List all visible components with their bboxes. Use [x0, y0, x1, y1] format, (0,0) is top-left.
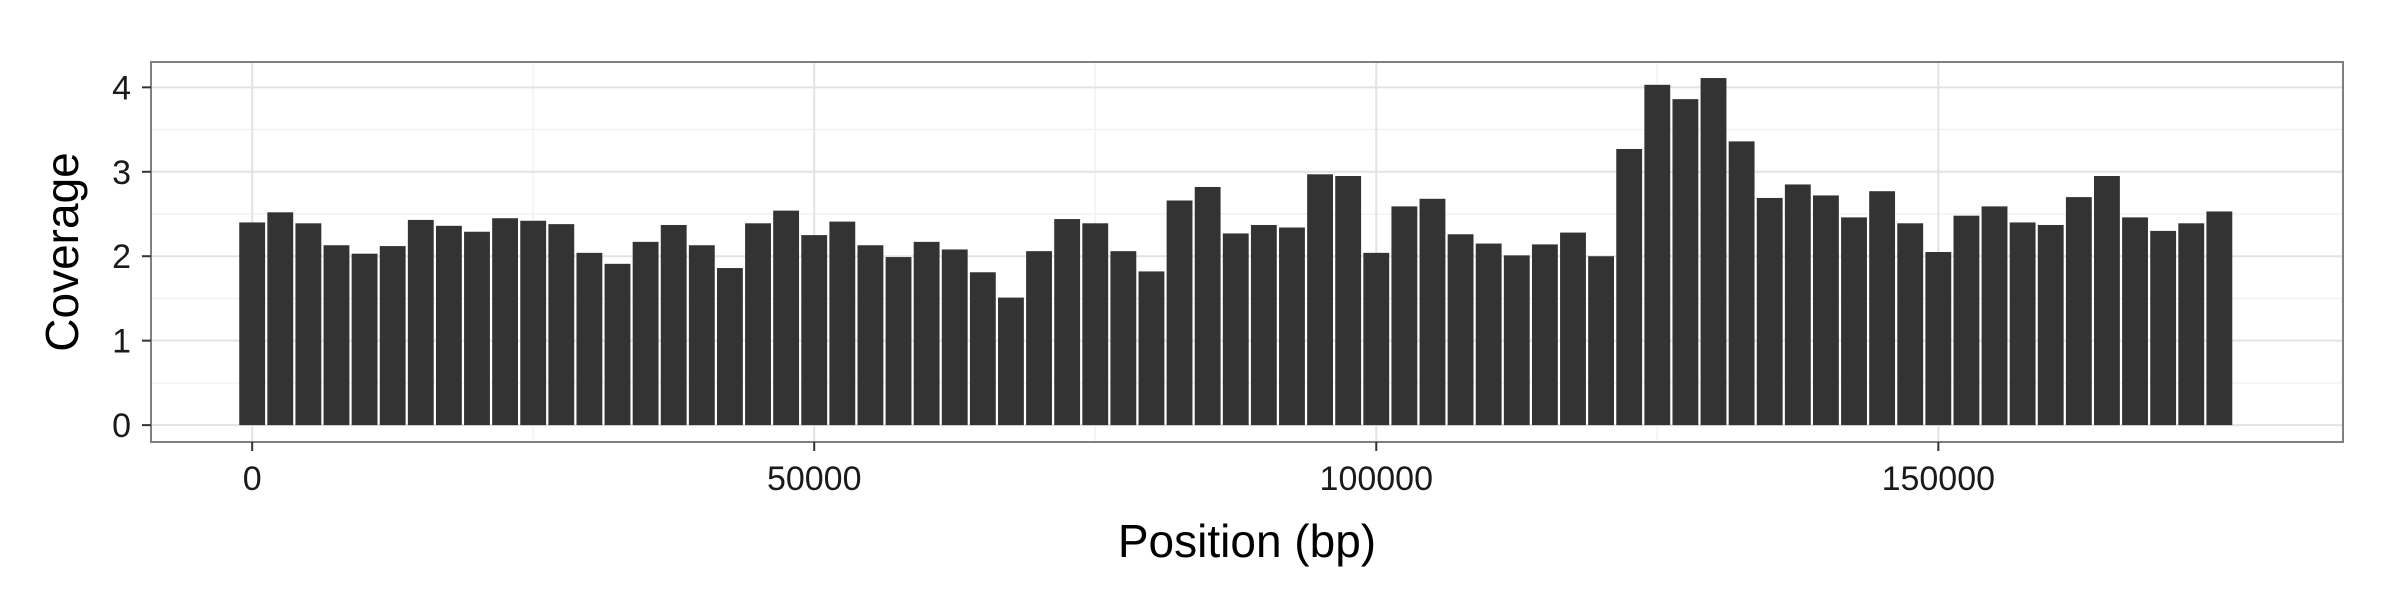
bar [323, 245, 350, 426]
bar [2009, 222, 2036, 426]
bar [1531, 244, 1558, 426]
bar [1560, 232, 1586, 426]
bar [576, 252, 603, 426]
bar [745, 223, 771, 426]
bar [1110, 251, 1137, 426]
bar [1953, 215, 1980, 426]
bar [2065, 197, 2092, 426]
bar [1981, 206, 2008, 426]
bar [1026, 251, 1052, 426]
bar [1250, 224, 1277, 426]
bar [1054, 219, 1081, 426]
bar [492, 218, 519, 426]
bar [857, 245, 884, 426]
bar [716, 268, 743, 426]
x-tick-label: 150000 [1882, 460, 1995, 498]
y-axis-title: Coverage [36, 152, 88, 351]
x-tick-label: 100000 [1320, 460, 1433, 498]
bar [1503, 255, 1530, 426]
bar [1869, 191, 1896, 426]
bar [801, 235, 828, 426]
bar [1925, 252, 1952, 426]
bar [1391, 206, 1418, 426]
bar [1138, 271, 1165, 426]
bar [1166, 200, 1193, 426]
bar [1447, 234, 1474, 426]
bar [660, 224, 687, 426]
bar [351, 253, 378, 426]
bar [632, 241, 659, 426]
x-axis: 0 50000 100000 150000 [243, 442, 1995, 498]
bar [913, 241, 940, 426]
bar [969, 272, 996, 426]
bar [1728, 141, 1755, 426]
y-tick-label: 1 [112, 323, 131, 361]
bar [1279, 227, 1305, 426]
bar [295, 223, 322, 426]
bar [1307, 174, 1333, 426]
bar [1756, 197, 1783, 426]
bar [464, 231, 490, 426]
y-tick-label: 3 [112, 154, 131, 192]
bar [1644, 84, 1671, 426]
bar [1335, 176, 1362, 426]
bar [379, 246, 406, 426]
y-axis: 0 1 2 3 4 [112, 69, 151, 445]
bar [1222, 233, 1249, 426]
bar [829, 221, 856, 426]
bar [604, 263, 631, 426]
bar [435, 225, 462, 426]
x-tick-label: 50000 [767, 460, 862, 498]
bar [1475, 243, 1502, 426]
bar [1082, 223, 1109, 426]
bar [2037, 224, 2064, 426]
x-tick-label: 0 [243, 460, 262, 498]
bar [1897, 223, 1924, 426]
bar [688, 245, 715, 426]
bar [2122, 217, 2148, 426]
bar [548, 224, 575, 426]
bar [1672, 99, 1699, 426]
bar [267, 212, 294, 426]
bar [1419, 198, 1446, 426]
plot-border [150, 61, 2344, 443]
bar [2206, 211, 2233, 426]
bar [1700, 78, 1727, 426]
bar [2178, 223, 2205, 426]
bar [520, 220, 547, 426]
bar [885, 257, 912, 426]
bars [239, 78, 2233, 426]
bar [1841, 217, 1867, 426]
bar [1194, 186, 1221, 426]
bar [2150, 230, 2177, 426]
y-tick-label: 4 [112, 69, 131, 107]
bar [1616, 148, 1643, 426]
bar [2094, 176, 2120, 426]
bar [1588, 256, 1615, 426]
bar [407, 219, 434, 426]
bar [941, 249, 968, 426]
bar [998, 297, 1024, 426]
y-tick-label: 0 [112, 407, 131, 445]
bar [239, 222, 266, 426]
bar [773, 210, 800, 426]
bar [1784, 184, 1811, 426]
x-axis-title: Position (bp) [1118, 515, 1376, 567]
y-tick-label: 2 [112, 238, 131, 276]
bar [1363, 252, 1390, 426]
bar [1812, 195, 1839, 426]
